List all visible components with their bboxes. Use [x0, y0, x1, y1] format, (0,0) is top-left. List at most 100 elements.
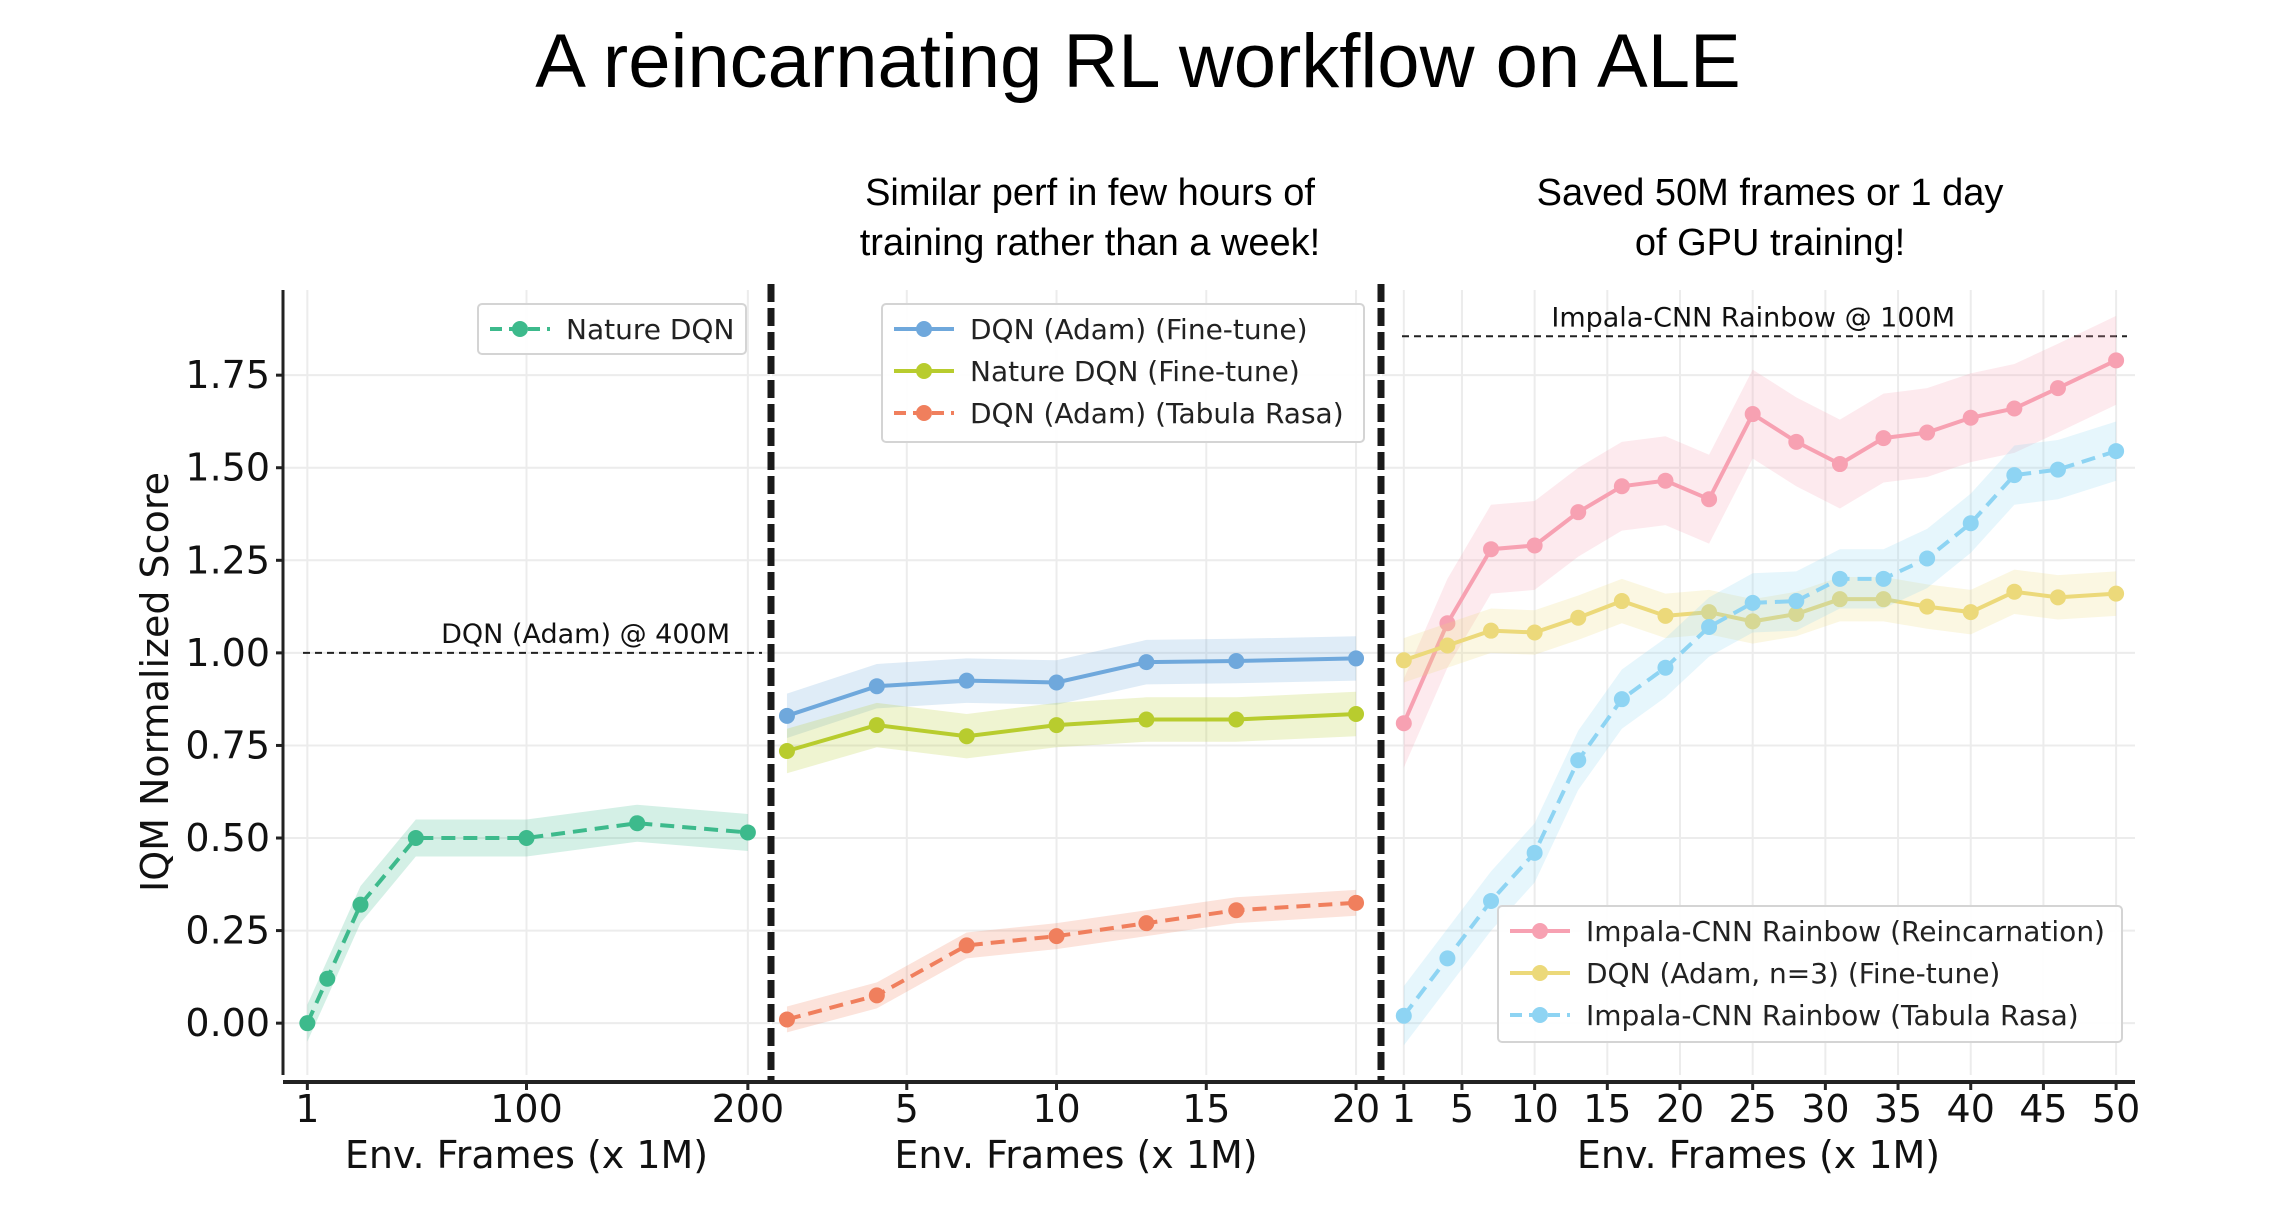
panel-3-series-2-point-14 — [1962, 604, 1979, 621]
panel-2-legend-label-1: DQN (Adam) (Fine-tune) — [970, 313, 1308, 346]
panel-3-subtitle-line-2: of GPU training! — [1634, 222, 1906, 264]
panel-3-reference-label: Impala-CNN Rainbow @ 100M — [1551, 302, 1955, 333]
panel-2-series-2-point-2 — [868, 717, 885, 734]
panel-2-series-3-point-3 — [958, 937, 975, 954]
panel-1-series-1-point-1 — [299, 1015, 316, 1032]
panel-3-series-3-point-8 — [1701, 618, 1718, 635]
panel-3-legend-swatch-dot-3 — [1532, 1007, 1548, 1023]
panel-1-xtick-label-1: 100 — [490, 1087, 563, 1131]
y-axis-label: IQM Normalized Score — [133, 472, 177, 892]
panel-3-series-2-point-13 — [1919, 598, 1936, 615]
panel-3-series-2-point-17 — [2108, 585, 2125, 602]
ytick-label-5: 1.25 — [185, 538, 270, 582]
panel-2-series-2-point-7 — [1348, 705, 1365, 722]
panel-2-series-3-point-5 — [1138, 915, 1155, 932]
panel-2-subtitle-line-2: training rather than a week! — [859, 222, 1321, 264]
panel-3-series-3-point-12 — [1875, 570, 1892, 587]
panel-3-xtick-label-7: 35 — [1874, 1087, 1922, 1131]
panel-2-series-1-point-6 — [1228, 653, 1245, 670]
panel-2-series-3-band — [786, 889, 1357, 1033]
panel-3-xtick-label-6: 30 — [1801, 1087, 1849, 1131]
panel-2-series-1-point-1 — [778, 707, 795, 724]
panel-3-series-2-point-11 — [1831, 591, 1848, 608]
panel-3-legend-swatch-dot-1 — [1532, 923, 1548, 939]
panel-3-x-axis-label: Env. Frames (x 1M) — [1577, 1133, 1940, 1177]
panel-3-series-1-point-6 — [1613, 478, 1630, 495]
panel-3-series-1-point-11 — [1831, 456, 1848, 473]
ytick-label-3: 0.75 — [185, 723, 270, 767]
panel-2-series-1-point-2 — [868, 678, 885, 695]
panel-3-series-3-point-9 — [1744, 594, 1761, 611]
panel-3-series-1-point-3 — [1483, 541, 1500, 558]
panel-1-series-1-point-5 — [518, 830, 535, 847]
panel-3-series-3-point-3 — [1483, 892, 1500, 909]
panel-2-legend-swatch-dot-3 — [916, 405, 932, 421]
panel-2-series-2-point-5 — [1138, 711, 1155, 728]
panel-2-xtick-label-0: 5 — [895, 1087, 919, 1131]
data-layer: DQN (Adam) @ 400M Impala-CNN Rainbow @ 10… — [299, 302, 2127, 1046]
panel-2-series-2-point-3 — [958, 728, 975, 745]
panel-1-series-1-point-2 — [319, 970, 336, 987]
panel-3-series-1-point-2 — [1439, 615, 1456, 632]
panel-3-series-2-point-16 — [2049, 589, 2066, 606]
panel-3-legend-label-2: DQN (Adam, n=3) (Fine-tune) — [1586, 957, 2000, 990]
panel-3-legend-swatch-dot-2 — [1532, 965, 1548, 981]
panel-3-series-2-point-15 — [2006, 583, 2023, 600]
panel-3-series-3-point-10 — [1788, 593, 1805, 610]
panel-2-series-2-band — [786, 691, 1357, 774]
panel-3-series-3-point-16 — [2049, 461, 2066, 478]
panel-2-legend-swatch-dot-1 — [916, 321, 932, 337]
panel-2-series-1-point-7 — [1348, 650, 1365, 667]
panel-3-series-1-point-5 — [1570, 504, 1587, 521]
panel-3-xtick-label-0: 1 — [1392, 1087, 1416, 1131]
panel-3-xtick-label-5: 25 — [1729, 1087, 1777, 1131]
panel-3-series-3-point-1 — [1395, 1007, 1412, 1024]
panel-3-series-1-point-4 — [1526, 537, 1543, 554]
ytick-label-6: 1.50 — [185, 446, 270, 490]
panel-2-series-2-point-1 — [778, 743, 795, 760]
panel-2-series-1-point-5 — [1138, 654, 1155, 671]
panel-3-series-3-point-5 — [1570, 752, 1587, 769]
panel-2-legend-swatch-dot-2 — [916, 363, 932, 379]
panel-3-series-1-point-9 — [1744, 406, 1761, 423]
panel-1-legend-swatch-dot-1 — [512, 321, 528, 337]
panel-3-series-3-point-14 — [1962, 515, 1979, 532]
panel-3-xtick-label-3: 15 — [1583, 1087, 1631, 1131]
panel-3-xtick-label-2: 10 — [1510, 1087, 1558, 1131]
panel-2-series-3-point-4 — [1048, 928, 1065, 945]
panel-2-series-2-point-4 — [1048, 717, 1065, 734]
panel-3-series-1-point-7 — [1657, 472, 1674, 489]
panel-2-xtick-label-2: 15 — [1182, 1087, 1230, 1131]
panel-2-legend-box — [881, 303, 1365, 443]
panel-3-series-2-point-8 — [1701, 604, 1718, 621]
panel-2-series-3-point-7 — [1348, 894, 1365, 911]
panel-2-xtick-label-3: 20 — [1332, 1087, 1380, 1131]
panel-1-xtick-label-0: 1 — [295, 1087, 319, 1131]
panel-3-series-2-point-5 — [1570, 609, 1587, 626]
panel-1-series-1-point-3 — [352, 896, 369, 913]
legend-layer: Nature DQN DQN (Adam) (Fine-tune) Nature D… — [477, 303, 2123, 1043]
panel-1-xtick-label-2: 200 — [712, 1087, 785, 1131]
panel-1-x-axis-label: Env. Frames (x 1M) — [345, 1133, 708, 1177]
panel-3-series-1-point-1 — [1395, 715, 1412, 732]
panel-1-reference-label: DQN (Adam) @ 400M — [441, 619, 730, 650]
panel-3-xtick-label-1: 5 — [1450, 1087, 1474, 1131]
ytick-label-1: 0.25 — [185, 909, 270, 953]
panel-2-subtitle-line-1: Similar perf in few hours of — [865, 172, 1315, 214]
panel-3-series-1-point-10 — [1788, 433, 1805, 450]
panel-3-series-1-point-16 — [2049, 380, 2066, 397]
panel-3-subtitle-line-1: Saved 50M frames or 1 day — [1536, 172, 2004, 214]
panel-2-legend-label-2: Nature DQN (Fine-tune) — [970, 355, 1300, 388]
ytick-label-7: 1.75 — [185, 353, 270, 397]
panel-3-series-3-band — [1403, 421, 2117, 1046]
panel-3-series-1-point-14 — [1962, 409, 1979, 426]
panel-3-series-1-band — [1403, 315, 2117, 768]
panel-3-series-3-line — [1402, 449, 2117, 1017]
panel-3-series-2-point-10 — [1788, 605, 1805, 622]
panel-3-xtick-label-10: 50 — [2092, 1087, 2140, 1131]
panel-1-legend-box — [477, 303, 747, 355]
panel-3-series-3-point-11 — [1831, 570, 1848, 587]
panel-3-xtick-label-4: 20 — [1656, 1087, 1704, 1131]
panel-3-subtitle: Saved 50M frames or 1 day of GPU trainin… — [1470, 168, 2070, 268]
